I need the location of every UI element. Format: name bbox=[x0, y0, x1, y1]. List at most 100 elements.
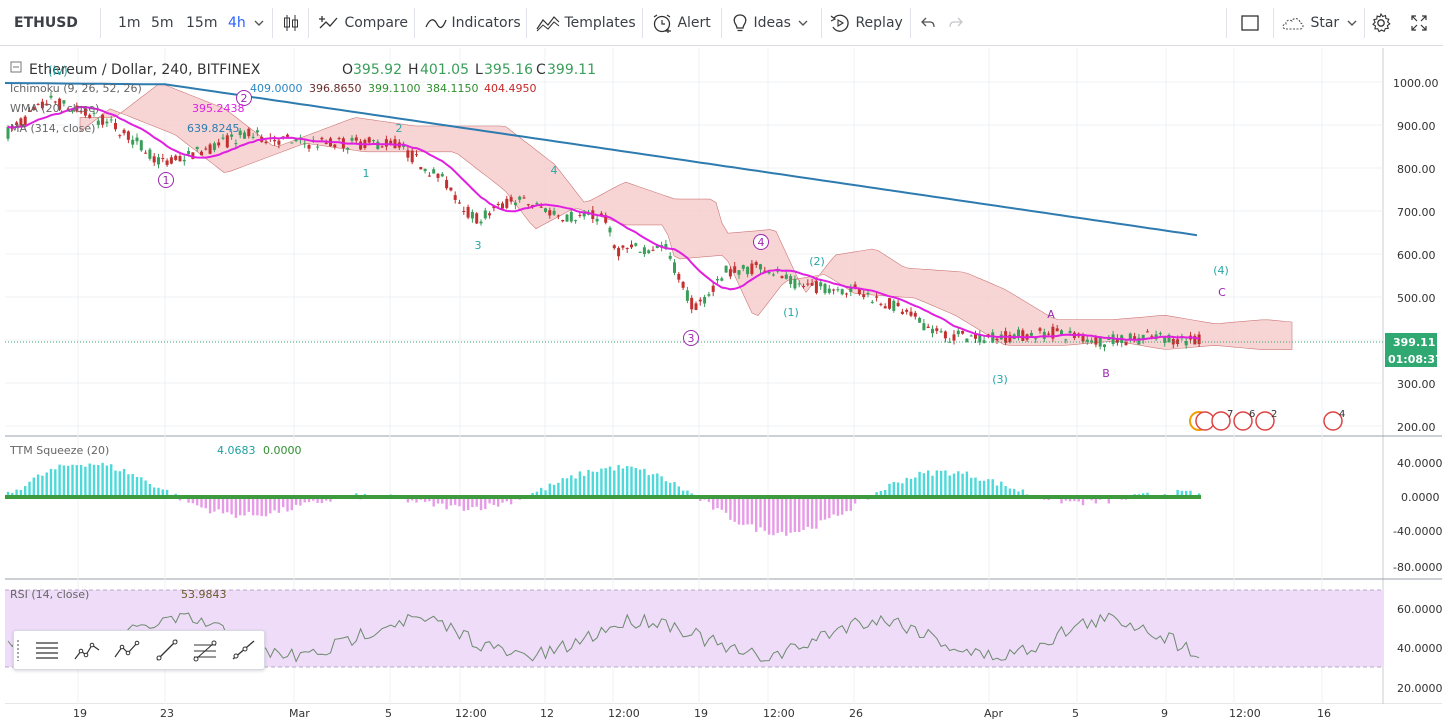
candle-body bbox=[621, 245, 625, 248]
symbol-search[interactable]: ETHUSD bbox=[14, 15, 78, 31]
collapse-legend-icon[interactable] bbox=[10, 61, 22, 73]
interval-15m[interactable]: 15m bbox=[186, 15, 218, 31]
candle-body bbox=[896, 302, 900, 306]
ichimoku-label[interactable]: Ichimoku (9, 26, 52, 26) bbox=[10, 82, 142, 95]
candle-body bbox=[789, 276, 793, 285]
us-flag-event-icon[interactable] bbox=[1233, 411, 1253, 431]
indicators-button[interactable]: Indicators bbox=[425, 9, 521, 37]
time-axis[interactable]: 19 23 Mar 5 12:00 12 12:00 19 12:00 26 A… bbox=[5, 704, 1383, 725]
candle-body bbox=[337, 138, 341, 140]
candle-body bbox=[505, 198, 509, 208]
ideas-button[interactable]: Ideas bbox=[731, 9, 809, 37]
ma-label[interactable]: MA (314, close) bbox=[10, 122, 95, 135]
squeeze-bar bbox=[505, 497, 508, 502]
fib-levels-tool-icon[interactable] bbox=[32, 635, 62, 665]
interval-chevron-down-icon[interactable] bbox=[254, 9, 264, 37]
squeeze-bar bbox=[841, 497, 844, 515]
price-tick: 200.00 bbox=[1397, 421, 1436, 434]
interval-5m[interactable]: 5m bbox=[151, 15, 174, 31]
squeeze-bar bbox=[97, 465, 100, 497]
squeeze-value-2: 0.0000 bbox=[263, 444, 302, 457]
squeeze-axis[interactable]: 40.0000 0.0000 -40.0000 -80.0000 bbox=[1393, 457, 1442, 574]
candle-body bbox=[402, 144, 406, 147]
price-axis[interactable]: 1000.00 900.00 800.00 700.00 600.00 500.… bbox=[1385, 77, 1442, 434]
candle-body bbox=[217, 142, 221, 146]
squeeze-bar bbox=[948, 475, 951, 497]
squeeze-bar bbox=[798, 497, 801, 532]
star-label: Star bbox=[1310, 15, 1340, 31]
replay-button[interactable]: Replay bbox=[829, 9, 903, 37]
us-flag-event-icon[interactable] bbox=[1255, 411, 1275, 431]
candle-body bbox=[1193, 335, 1197, 345]
candle-body bbox=[105, 121, 109, 124]
star-button[interactable]: Star bbox=[1280, 9, 1358, 37]
chart-canvas[interactable]: 1 2 3 4 1 2 3 4 (1) (2) (3) (4) A B C 7 … bbox=[5, 48, 1442, 704]
rsi-axis[interactable]: 60.0000 40.0000 20.0000 bbox=[1397, 603, 1442, 695]
expand-icon[interactable] bbox=[1410, 9, 1428, 37]
alert-button[interactable]: Alert bbox=[651, 9, 711, 37]
compare-button[interactable]: Compare bbox=[318, 9, 408, 37]
fib-retracement-tool-icon[interactable] bbox=[190, 635, 220, 665]
alert-label: Alert bbox=[677, 15, 711, 31]
gear-icon[interactable] bbox=[1370, 9, 1392, 37]
candle-body bbox=[582, 211, 586, 217]
candle-body bbox=[88, 114, 92, 118]
elliott-abc-tool-icon[interactable] bbox=[112, 635, 142, 665]
candle-body bbox=[58, 98, 62, 110]
squeeze-tick: -80.0000 bbox=[1393, 561, 1442, 574]
squeeze-tick: 40.0000 bbox=[1397, 457, 1442, 470]
squeeze-bar bbox=[226, 497, 229, 513]
interval-1m[interactable]: 1m bbox=[118, 15, 141, 31]
wave-a: A bbox=[1047, 308, 1055, 321]
candle-body bbox=[92, 112, 96, 114]
ohlc-open: 395.92 bbox=[353, 62, 402, 78]
squeeze-bar bbox=[462, 497, 465, 511]
us-flag-event-icon[interactable] bbox=[1211, 411, 1231, 431]
candle-body bbox=[986, 334, 990, 336]
replay-label: Replay bbox=[855, 15, 903, 31]
candle-body bbox=[875, 296, 879, 298]
fullscreen-toggle-icon[interactable] bbox=[1240, 9, 1260, 37]
candle-body bbox=[28, 110, 31, 112]
candle-body bbox=[204, 148, 208, 150]
wave-minor-2: (2) bbox=[809, 255, 825, 268]
undo-icon[interactable] bbox=[920, 9, 936, 37]
candles-style-icon[interactable] bbox=[282, 9, 300, 37]
squeeze-bar bbox=[595, 471, 599, 497]
squeeze-bar bbox=[320, 497, 324, 504]
rsi-label[interactable]: RSI (14, close) bbox=[10, 588, 89, 601]
candle-body bbox=[483, 210, 487, 219]
squeeze-bar bbox=[445, 497, 448, 510]
drag-handle[interactable] bbox=[16, 639, 20, 661]
squeeze-bar bbox=[849, 497, 852, 511]
candle-body bbox=[956, 330, 960, 335]
wave-minor-3: (3) bbox=[992, 373, 1008, 386]
candle-body bbox=[376, 141, 380, 150]
drawing-toolbar[interactable] bbox=[13, 630, 265, 670]
squeeze-bar bbox=[243, 497, 246, 516]
squeeze-bar bbox=[759, 497, 762, 528]
interval-4h[interactable]: 4h bbox=[228, 15, 246, 31]
trend-line-tool-icon[interactable] bbox=[152, 635, 182, 665]
event-markers[interactable]: 7 6 2 4 bbox=[1189, 409, 1345, 431]
ttm-squeeze-histogram bbox=[5, 462, 1201, 536]
separator bbox=[910, 8, 911, 38]
squeeze-bar bbox=[153, 487, 156, 497]
candle-body bbox=[935, 328, 939, 331]
squeeze-bar bbox=[836, 497, 840, 516]
elliott-impulse-tool-icon[interactable] bbox=[72, 635, 102, 665]
ray-tool-icon[interactable] bbox=[228, 635, 258, 665]
symbol-title: Ethereum / Dollar, 240, BITFINEX bbox=[29, 62, 261, 78]
templates-button[interactable]: Templates bbox=[536, 9, 636, 37]
squeeze-label[interactable]: TTM Squeeze (20) bbox=[9, 444, 109, 457]
candle-body bbox=[470, 211, 474, 219]
squeeze-bar bbox=[634, 468, 637, 497]
squeeze-bar bbox=[987, 479, 990, 497]
candle-body bbox=[883, 306, 887, 309]
us-flag-event-icon[interactable] bbox=[1323, 411, 1343, 431]
squeeze-bar bbox=[810, 497, 814, 529]
redo-icon[interactable] bbox=[948, 9, 964, 37]
candle-body bbox=[1128, 333, 1132, 341]
wma-label[interactable]: WMA (20, close) bbox=[10, 102, 99, 115]
elliott-wave-labels[interactable]: 1 2 3 4 1 2 3 4 (1) (2) (3) (4) A B C bbox=[158, 90, 1229, 387]
